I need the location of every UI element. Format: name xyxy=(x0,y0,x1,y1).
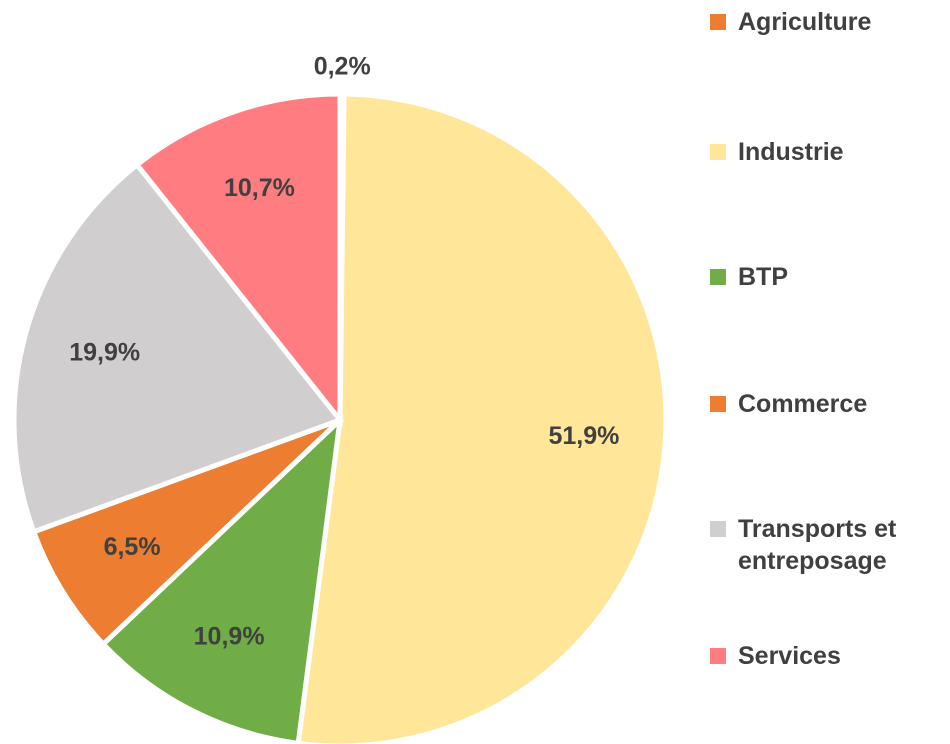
legend-item: Commerce xyxy=(710,388,938,420)
data-label: 51,9% xyxy=(548,422,619,450)
legend-label: Transports et entreposage xyxy=(738,515,897,575)
legend-label: BTP xyxy=(738,263,788,291)
data-label: 10,7% xyxy=(224,174,295,202)
legend-label: Commerce xyxy=(738,390,868,418)
pie-slice xyxy=(99,413,344,744)
legend-swatch xyxy=(710,269,726,285)
data-label: 0,2% xyxy=(314,53,371,81)
pie-slice xyxy=(11,161,345,535)
pie-slice xyxy=(133,91,343,428)
legend-label: Industrie xyxy=(738,138,844,166)
chart: 0,2% 51,9% 10,9% 6,5% 19,9% 10,7% xyxy=(11,52,669,744)
legend-swatch xyxy=(710,144,726,160)
legend-swatch xyxy=(710,521,726,537)
legend-item: BTP xyxy=(710,261,938,293)
data-label: 6,5% xyxy=(104,533,161,561)
data-label: 19,9% xyxy=(69,338,140,366)
legend-item: Industrie xyxy=(710,136,938,168)
pie-slice xyxy=(30,417,342,648)
legend-item: Transports et entreposage xyxy=(710,513,938,577)
pie-slice xyxy=(295,91,669,744)
legend: Agriculture Industrie BTP Commerce Transport… xyxy=(710,0,950,744)
legend-label: Agriculture xyxy=(738,8,872,36)
legend-swatch xyxy=(710,396,726,412)
legend-label: Services xyxy=(738,642,841,670)
legend-swatch xyxy=(710,14,726,30)
data-label: 10,9% xyxy=(194,623,265,651)
legend-item: Services xyxy=(710,640,938,672)
legend-item: Agriculture xyxy=(710,6,938,38)
legend-swatch xyxy=(710,648,726,664)
